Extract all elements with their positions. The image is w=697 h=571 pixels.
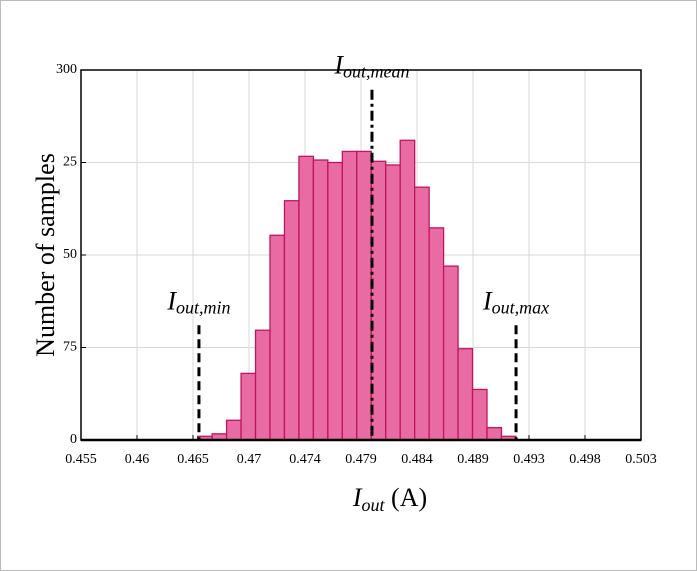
x-tick-label: 0.46 [125,452,150,467]
x-label-main: I [352,483,363,512]
bar [269,234,286,441]
bar [457,348,474,441]
x-tick-label: 0.498 [569,452,601,467]
x-tick-label: 0.474 [289,452,321,467]
x-tick-label: 0.484 [401,452,433,467]
x-tick-label: 0.503 [625,452,657,467]
annotation-main: I [482,286,493,315]
bar [486,427,503,441]
annotation-sub: out,min [176,297,231,317]
x-label-unit: (A) [385,483,428,512]
bar [254,329,271,441]
x-tick-label: 0.455 [65,452,97,467]
bar [225,419,242,441]
y-tick-label: 50 [63,247,77,262]
bar [298,155,315,441]
x-label-sub: out [362,495,386,515]
x-tick-label: 0.47 [237,452,262,467]
x-tick-label: 0.479 [345,452,377,467]
bar [414,186,430,441]
y-tick-label: 25 [63,155,77,170]
annotation-main: I [166,286,177,315]
annotation-main: I [333,51,344,80]
y-tick-label: 300 [56,62,77,77]
bar [312,159,329,441]
bar [442,265,459,441]
y-axis-label: Number of samples [31,153,60,357]
annotation-sub: out,mean [343,62,410,82]
bar [240,372,257,441]
annotation-label: Iout,mean [333,51,409,82]
bar [471,388,488,441]
x-axis-label: Iout (A) [352,483,427,515]
bar [327,161,343,441]
bar [385,164,401,441]
bar [341,150,358,441]
bar [356,150,372,441]
bar [428,227,445,441]
annotation-label: Iout,max [482,286,549,317]
y-tick-label: 75 [63,340,77,355]
x-tick-label: 0.489 [457,452,489,467]
bar [399,139,416,441]
y-tick-label: 0 [70,432,77,447]
annotation-label: Iout,min [166,286,230,317]
x-tick-label: 0.465 [177,452,209,467]
annotation-sub: out,max [492,297,550,317]
x-tick-label: 0.493 [513,452,545,467]
bar [283,200,300,441]
